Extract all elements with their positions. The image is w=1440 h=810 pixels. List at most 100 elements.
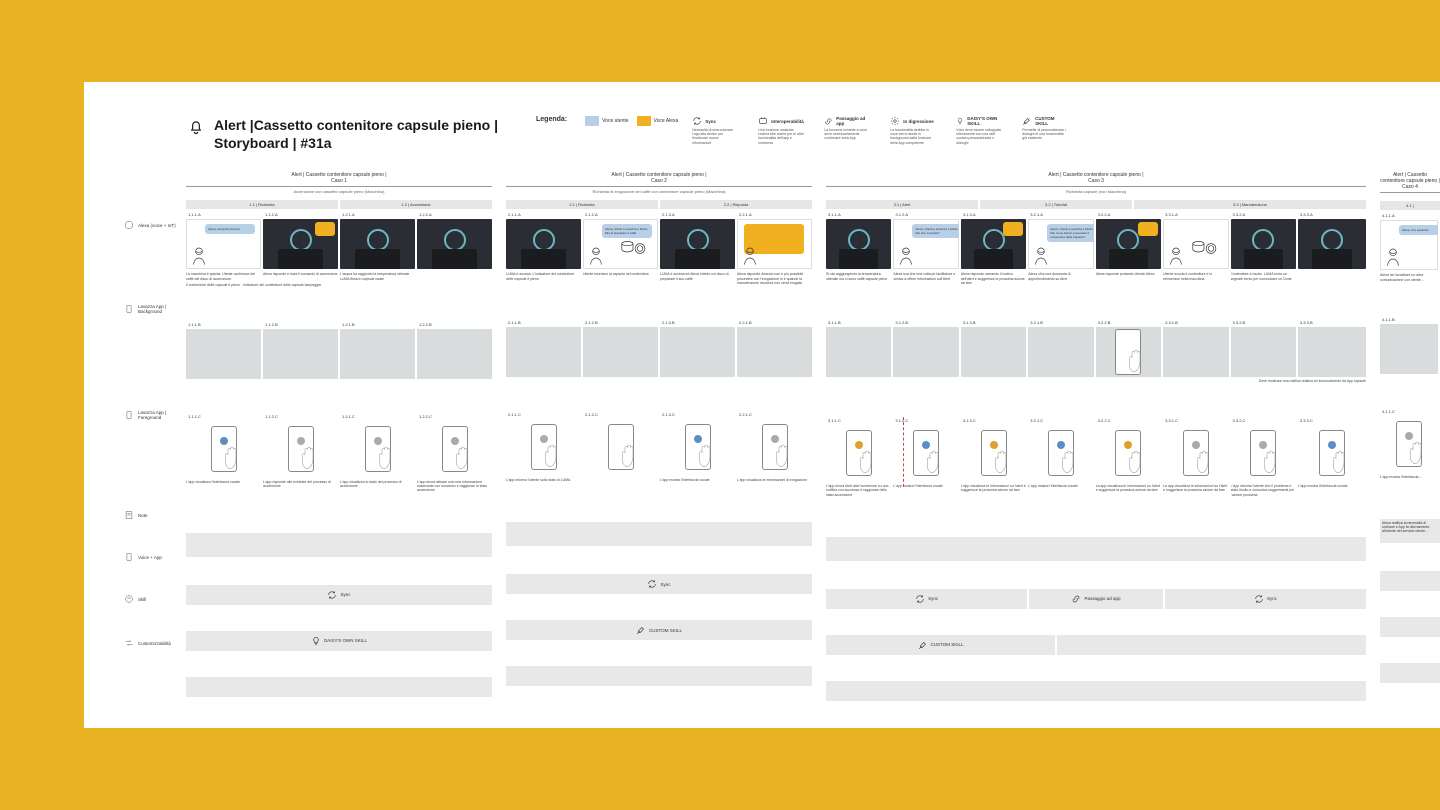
- skill-cell: DAISY'S OWN SKILL: [186, 631, 492, 651]
- cell-caption: Contenitore è risolto. LUMA muta un segn…: [1231, 272, 1296, 280]
- column-headers: 4.1 |: [1380, 201, 1440, 210]
- cell-code: 3.3.2.C: [1231, 417, 1296, 425]
- row-label: Skill: [124, 592, 146, 606]
- sync-cell: Passaggio ad app: [1029, 589, 1163, 609]
- legend-swatch: Voce Alexa: [637, 116, 679, 126]
- legend-label: Legenda:: [536, 116, 567, 123]
- voice-row: 2.1.1.ALUMA è accesa. L'indicatore del c…: [506, 211, 812, 285]
- app-fg-row: 3.1.1.CL'app dovrà Alert alla l'avvenion…: [826, 417, 1366, 497]
- sync-row: SyncPassaggio ad appSync: [826, 589, 1366, 609]
- cell-caption: L'app visualizza lo stato del processo d…: [340, 480, 415, 488]
- cell-code: 3.1.3.B: [961, 319, 1026, 327]
- conv-cell: [186, 677, 492, 697]
- cell-code: 3.2.2.B: [1096, 319, 1161, 327]
- cell-caption: L'app informa l'utente sullo stato di LU…: [506, 478, 581, 482]
- column-header: 1.2 | Accensione: [340, 200, 492, 209]
- phone-cell: 4.1.1.C L'app mostra l'interfaccia…: [1380, 408, 1438, 479]
- cell-caption: Alexa risponde portando Utente Alexa: [1096, 272, 1161, 276]
- case-title: Alert | Cassetto contenitore capsule pie…: [186, 172, 492, 187]
- app-cell: 3.1.3.B: [961, 319, 1026, 377]
- cell-code: 1.2.1.B: [340, 321, 415, 329]
- row-label: Customizzabilità: [124, 636, 171, 650]
- cell-code: 3.3.2.A: [1231, 211, 1296, 219]
- cell-code: 3.2.2.C: [1096, 417, 1161, 425]
- voice-footer: Il contenitore delle capsule è pieno · I…: [186, 283, 492, 287]
- column-header: 3.2 | Tutorial: [980, 200, 1132, 209]
- app-cell: 3.1.2.B: [893, 319, 958, 377]
- cell-caption: LUMA è accesa. L'indicatore del contenit…: [506, 272, 581, 280]
- row-label: Alexa (voice + IoT): [124, 218, 176, 232]
- cell-caption: L'app dovrà attuare solo una informazion…: [417, 480, 492, 493]
- app-cell: 1.2.1.B: [340, 321, 415, 379]
- app-cell: 4.1.1.B: [1380, 316, 1438, 374]
- cell-code: 2.1.2.B: [583, 319, 658, 327]
- note-cell: [186, 533, 492, 557]
- note-cell: [506, 522, 812, 546]
- cell-code: 3.2.2.A: [1096, 211, 1161, 219]
- phone-cell: 2.1.1.C L'app informa l'utente sullo stat…: [506, 411, 581, 482]
- voice-cell: 3.2.2.A Alexa risponde portando Utente Al…: [1096, 211, 1161, 285]
- phone-cell: 1.1.1.CL'app visualizza l'interfaccia vo…: [186, 413, 261, 493]
- cell-code: 2.1.1.C: [506, 411, 581, 419]
- case-column: Alert | Cassetto contenitore capsule pie…: [186, 172, 492, 710]
- row-label: Note: [124, 508, 148, 522]
- cell-code: 1.2.2.C: [417, 413, 492, 421]
- cell-caption: L'app mostra l'interfaccia…: [1380, 475, 1438, 479]
- column-header: 1.1 | Richiesta: [186, 200, 338, 209]
- legend-icons: SyncNecessità di sincronizzare l'app all…: [692, 116, 1068, 145]
- app-footer: Deve mostrare una notifica relativa al r…: [826, 379, 1366, 383]
- app-bg-row: 1.1.1.B1.1.2.B1.2.1.B1.2.2.B: [186, 321, 492, 379]
- voice-cell: 2.1.2.AAlexa, chiedi a Lavazza e Modo Mi…: [583, 211, 658, 285]
- cell-caption: Alexa ha l'accettare un altra comunicazi…: [1380, 273, 1438, 281]
- cell-caption: L'acqua ha raggiunto la temperatura otti…: [340, 272, 415, 280]
- cell-code: 3.1.3.A: [961, 211, 1026, 219]
- cell-code: 1.1.1.B: [186, 321, 261, 329]
- cell-code: 4.1.1.A: [1380, 212, 1438, 220]
- storyboard-canvas: Alert |Cassetto contenitore capsule pien…: [84, 82, 1440, 728]
- cell-code: 3.2.1.B: [1028, 319, 1093, 327]
- cell-code: 1.2.1.C: [340, 413, 415, 421]
- row-label: Lavazza App | Foreground: [124, 408, 182, 422]
- legend-swatches: Voce utente Voce Alexa: [585, 116, 678, 126]
- voice-cell: 3.3.2.A Contenitore è risolto. LUMA muta …: [1231, 211, 1296, 285]
- legend: Legenda: Voce utente Voce Alexa SyncNeces…: [536, 116, 1068, 152]
- cell-code: 1.2.2.A: [417, 211, 492, 219]
- note-row: [186, 533, 492, 557]
- cell-code: 3.1.2.B: [893, 319, 958, 327]
- legend-item: DAISY'S OWN SKILLVoce deve essere svilup…: [956, 116, 1002, 145]
- sync-row: [1380, 571, 1440, 591]
- sync-row: Sync: [186, 585, 492, 605]
- legend-item: In digressioneLa funzionalità definita i…: [890, 116, 936, 145]
- cell-code: 3.3.1.B: [1163, 319, 1228, 327]
- cell-code: 1.1.2.A: [263, 211, 338, 219]
- cell-code: 2.2.1.C: [737, 411, 812, 419]
- skill-row: DAISY'S OWN SKILL: [186, 631, 492, 651]
- app-cell: 3.1.1.B: [826, 319, 891, 377]
- header: Alert |Cassetto contenitore capsule pien…: [186, 116, 1440, 152]
- legend-item: SyncNecessità di sincronizzare l'app all…: [692, 116, 738, 145]
- app-cell: 3.3.3.B: [1298, 319, 1366, 377]
- cell-code: 3.1.1.C: [826, 417, 891, 425]
- conv-cell: [826, 681, 1366, 701]
- cell-code: 4.1.1.C: [1380, 408, 1438, 416]
- voice-cell: 3.3.1.AUtente svuota il contenitore e lo…: [1163, 211, 1228, 285]
- cell-caption: Si sta raggiungendo la temperatura ottim…: [826, 272, 891, 280]
- app-cell: 2.2.1.B: [737, 319, 812, 377]
- sync-cell: Sync: [826, 589, 1027, 609]
- voice-cell: 1.1.1.AAlexa, accendi LavazzaLa macchina…: [186, 211, 261, 280]
- cell-caption: L'app visualizza le informazioni su l'al…: [961, 484, 1026, 492]
- legend-swatch: Voce utente: [585, 116, 628, 126]
- phone-cell: 3.2.1.CL'app mostra l'interfaccia vocale: [1028, 417, 1093, 497]
- app-cell: 1.1.1.B: [186, 321, 261, 379]
- cell-caption: Alexa risponde narrando il motivo dell'a…: [961, 272, 1026, 285]
- voice-cell: 4.1.1.AAlexa, di a Lavazza…Alexa ha l'ac…: [1380, 212, 1438, 281]
- app-cell: 2.1.1.B: [506, 319, 581, 377]
- bell-icon: [186, 116, 206, 136]
- column-header: 2.1 | Richiesta: [506, 200, 658, 209]
- voice-row: 3.1.1.ASi sta raggiungendo la temperatur…: [826, 211, 1366, 285]
- voice-row: 1.1.1.AAlexa, accendi LavazzaLa macchina…: [186, 211, 492, 287]
- cell-caption: Alexa c'ha una domanda di approfondiment…: [1028, 272, 1093, 280]
- cell-code: 1.1.2.C: [263, 413, 338, 421]
- note-cell: Alexa notifica la necessità di ordinare …: [1380, 519, 1440, 543]
- cell-code: 2.1.3.C: [660, 411, 735, 419]
